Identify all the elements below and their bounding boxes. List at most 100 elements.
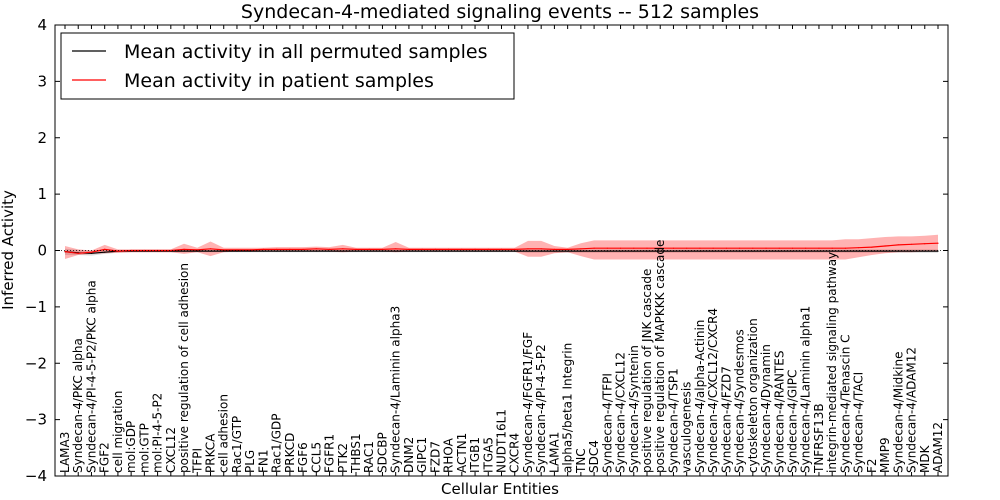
point-patient-26 xyxy=(408,248,410,250)
x-tick-label-11: PRKCA xyxy=(204,433,218,473)
x-tick-label-50: Syndecan-4/FZD7 xyxy=(719,366,733,473)
point-patient-36 xyxy=(540,248,542,250)
x-tick-label-8: CXCL12 xyxy=(164,427,178,473)
point-permuted-47 xyxy=(686,250,688,252)
point-patient-63 xyxy=(897,244,899,246)
x-tick-label-32: ITGA5 xyxy=(481,437,495,473)
point-patient-37 xyxy=(553,248,556,250)
x-tick-label-37: LAMA1 xyxy=(547,432,561,473)
point-patient-43 xyxy=(633,247,635,249)
point-patient-40 xyxy=(593,247,595,249)
x-tick-label-56: Syndecan-4/Laminin alpha1 xyxy=(799,306,813,473)
point-patient-60 xyxy=(858,247,860,249)
point-patient-30 xyxy=(461,248,463,250)
x-tick-label-29: RHOA xyxy=(442,437,456,473)
legend-label-patient: Mean activity in patient samples xyxy=(124,70,434,92)
point-permuted-37 xyxy=(553,250,556,252)
point-patient-54 xyxy=(778,247,780,249)
point-patient-66 xyxy=(937,242,939,244)
point-patient-23 xyxy=(368,248,370,250)
point-patient-24 xyxy=(381,248,384,250)
x-tick-label-61: F2 xyxy=(865,458,879,473)
x-tick-label-10: TFPI xyxy=(190,448,204,474)
legend-label-permuted: Mean activity in all permuted samples xyxy=(124,41,487,63)
legend: Mean activity in all permuted samples Me… xyxy=(60,32,515,100)
point-patient-21 xyxy=(342,248,344,250)
y-tick-label-8: −4 xyxy=(25,467,47,485)
point-patient-61 xyxy=(871,246,873,248)
point-patient-49 xyxy=(712,247,714,249)
x-axis-label: Cellular Entities xyxy=(441,480,559,498)
x-tick-label-19: CCL5 xyxy=(309,442,323,473)
point-patient-15 xyxy=(262,248,265,250)
point-patient-16 xyxy=(276,248,278,250)
x-tick-label-5: mol:GDP xyxy=(124,421,138,473)
point-patient-19 xyxy=(315,248,317,250)
point-permuted-38 xyxy=(567,250,569,252)
x-tick-label-57: TNFRSF13B xyxy=(812,403,826,474)
point-patient-39 xyxy=(580,248,582,250)
point-patient-65 xyxy=(924,243,926,245)
point-patient-27 xyxy=(421,248,423,250)
point-patient-0 xyxy=(64,251,66,253)
x-tick-label-35: Syndecan-4/FGFR1/FGF xyxy=(521,332,535,473)
y-tick-label-1: 3 xyxy=(37,72,47,90)
y-tick-label-7: −3 xyxy=(25,411,47,429)
y-axis-label: Inferred Activity xyxy=(0,190,17,310)
x-tick-label-46: Syndecan-4/TSP1 xyxy=(667,368,681,473)
point-patient-58 xyxy=(831,247,833,249)
x-tick-label-18: FGF6 xyxy=(296,442,310,473)
x-tick-label-14: PLG xyxy=(243,450,257,473)
point-patient-55 xyxy=(791,247,794,249)
point-patient-18 xyxy=(302,248,304,250)
x-tick-label-45: positive regulation of MAPKKK cascade xyxy=(653,240,667,473)
point-patient-57 xyxy=(818,247,820,249)
band-patient xyxy=(65,234,938,260)
point-patient-47 xyxy=(686,247,688,249)
x-tick-label-33: NUDT16L1 xyxy=(495,409,509,473)
point-patient-33 xyxy=(500,248,503,250)
point-permuted-59 xyxy=(844,250,847,252)
point-permuted-16 xyxy=(276,250,278,252)
point-permuted-3 xyxy=(104,251,106,253)
x-tick-label-27: GIPC1 xyxy=(415,437,429,473)
x-tick-label-63: Syndecan-4/Midkine xyxy=(891,352,905,473)
x-tick-label-3: FGF2 xyxy=(98,442,112,473)
x-tick-label-21: PTK2 xyxy=(336,443,350,473)
x-tick-label-42: Syndecan-4/CXCL12 xyxy=(614,352,628,473)
point-patient-44 xyxy=(646,247,648,249)
y-tick-label-0: 4 xyxy=(37,16,47,34)
point-patient-13 xyxy=(236,249,238,251)
x-tick-label-34: CXCR4 xyxy=(508,433,522,473)
point-permuted-62 xyxy=(884,250,886,252)
point-patient-11 xyxy=(209,248,212,250)
x-tick-label-28: FZD7 xyxy=(428,441,442,473)
point-patient-17 xyxy=(289,248,291,250)
x-tick-label-54: Syndecan-4/RANTES xyxy=(772,351,786,473)
point-permuted-20 xyxy=(328,250,331,252)
x-tick-label-23: RAC1 xyxy=(362,441,376,473)
x-tick-label-22: THBS1 xyxy=(349,433,363,474)
chart-title: Syndecan-4-mediated signaling events -- … xyxy=(241,1,759,23)
point-permuted-50 xyxy=(725,250,727,252)
point-patient-9 xyxy=(183,248,185,250)
point-patient-56 xyxy=(805,247,807,249)
y-tick-label-6: −2 xyxy=(25,354,47,372)
point-permuted-52 xyxy=(752,250,754,252)
point-patient-51 xyxy=(738,247,741,249)
x-tick-label-51: Syndecan-4/Syndesmos xyxy=(733,329,747,473)
x-tick-label-41: Syndecan-4/TFPI xyxy=(600,373,614,473)
x-tick-label-49: Syndecan-4/CXCL12/CXCR4 xyxy=(706,308,720,473)
point-patient-32 xyxy=(487,248,489,250)
point-patient-35 xyxy=(527,248,529,250)
point-permuted-40 xyxy=(593,250,595,252)
point-permuted-45 xyxy=(659,250,661,252)
point-patient-8 xyxy=(170,249,172,252)
point-patient-59 xyxy=(844,247,847,249)
point-patient-34 xyxy=(514,248,516,250)
point-permuted-55 xyxy=(791,250,794,252)
point-patient-3 xyxy=(104,248,106,250)
x-tick-label-62: MMP9 xyxy=(878,437,892,473)
x-tick-label-1: Syndecan-4/PKC alpha xyxy=(71,338,85,473)
